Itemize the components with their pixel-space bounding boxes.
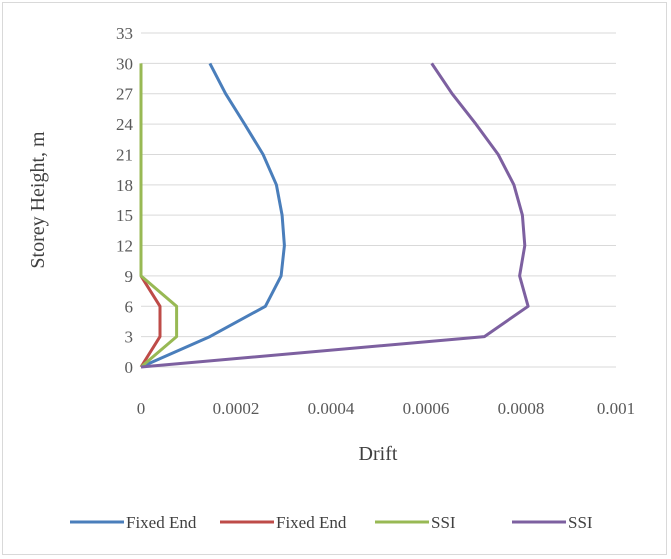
x-tick-label: 0 — [137, 399, 146, 418]
x-tick-label: 0.0008 — [498, 399, 545, 418]
y-tick-label: 27 — [116, 85, 134, 104]
x-tick-label: 0.0002 — [213, 399, 260, 418]
y-tick-label: 9 — [125, 267, 134, 286]
y-tick-label: 0 — [125, 358, 134, 377]
y-tick-labels: 0 3 6 9 12 15 18 21 24 27 30 33 — [116, 24, 134, 377]
x-tick-label: 0.001 — [597, 399, 635, 418]
y-tick-label: 33 — [116, 24, 133, 43]
gridlines — [141, 32, 616, 338]
y-tick-label: 24 — [116, 115, 134, 134]
legend-label-3: SSI — [431, 513, 456, 532]
x-tick-label: 0.0004 — [308, 399, 355, 418]
legend-label-2: Fixed End — [276, 513, 347, 532]
x-axis-title: Drift — [359, 443, 398, 465]
x-tick-labels: 0 0.0002 0.0004 0.0006 0.0008 0.001 — [137, 399, 635, 418]
legend: Fixed End Fixed End SSI SSI — [70, 513, 593, 532]
series-line-3 — [139, 63, 179, 369]
y-tick-label: 3 — [125, 328, 134, 347]
series-line-4 — [140, 62, 530, 369]
legend-label-1: Fixed End — [126, 513, 197, 532]
y-tick-label: 15 — [116, 206, 133, 225]
series-lines — [139, 62, 530, 369]
x-tick-label: 0.0006 — [403, 399, 450, 418]
y-tick-label: 18 — [116, 176, 133, 195]
y-tick-label: 30 — [116, 54, 133, 73]
y-tick-label: 12 — [116, 237, 133, 256]
y-tick-label: 21 — [116, 145, 133, 164]
series-line-2 — [139, 275, 162, 368]
legend-label-4: SSI — [568, 513, 593, 532]
y-axis-title: Storey Height, m — [27, 131, 49, 269]
series-line-1 — [140, 62, 286, 369]
y-tick-label: 6 — [125, 297, 134, 316]
